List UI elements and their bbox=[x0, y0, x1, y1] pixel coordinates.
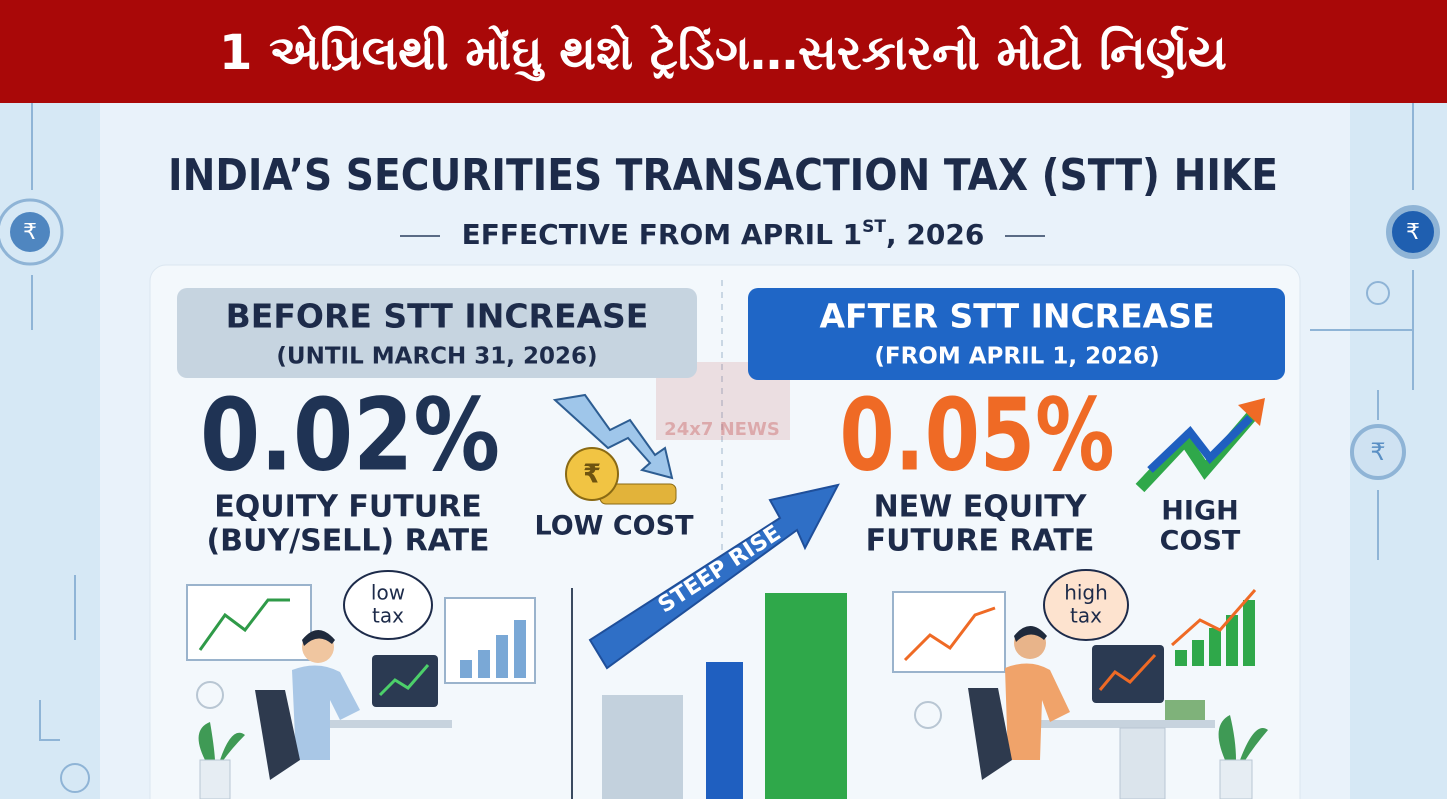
after-rate-label: NEW EQUITY bbox=[874, 490, 1088, 525]
coin-rupee: ₹ bbox=[583, 460, 601, 490]
icon bbox=[1366, 281, 1390, 305]
circuit-right bbox=[1310, 103, 1414, 560]
bar bbox=[496, 635, 508, 678]
speech-bubble bbox=[1043, 569, 1129, 641]
person-body bbox=[1005, 663, 1070, 760]
plant-pot bbox=[199, 759, 231, 799]
down-arrow bbox=[552, 393, 674, 480]
after-heading-box bbox=[748, 288, 1285, 380]
title: INDIA’S SECURITIES TRANSACTION TAX (STT)… bbox=[168, 150, 1278, 201]
bar bbox=[1175, 650, 1187, 666]
after-badge: HIGH bbox=[1161, 496, 1238, 527]
wall-chart-line bbox=[1171, 589, 1257, 647]
rupee: ₹ bbox=[23, 220, 37, 245]
before-heading: BEFORE STT INCREASE bbox=[226, 297, 649, 336]
icon bbox=[1350, 424, 1406, 480]
circuit-lines bbox=[31, 103, 1414, 741]
icon bbox=[1386, 205, 1440, 259]
up-arrow-head bbox=[1238, 398, 1265, 426]
chair bbox=[255, 690, 300, 780]
chart-bar bbox=[765, 593, 847, 799]
steep-rise-arrow bbox=[588, 483, 840, 670]
rupee: ₹ bbox=[1406, 220, 1420, 245]
before-rate: 0.02% bbox=[200, 376, 500, 493]
monitor-line bbox=[378, 664, 430, 697]
before-badge: LOW COST bbox=[534, 511, 694, 542]
desk-drawer bbox=[1119, 727, 1166, 799]
cash-stack bbox=[1165, 700, 1205, 720]
rupee-icons: ₹ ₹ ₹ bbox=[0, 198, 1440, 793]
after-rate-label: FUTURE RATE bbox=[866, 524, 1095, 559]
bar bbox=[1243, 600, 1255, 666]
bubble-text: tax bbox=[372, 604, 404, 628]
rupee: ₹ bbox=[1370, 438, 1385, 466]
subtitle: EFFECTIVE FROM APRIL 1ST, 2026 bbox=[462, 217, 985, 251]
plant-pot bbox=[1219, 759, 1253, 799]
wall-chart-bars bbox=[1175, 600, 1255, 666]
subtitle-part: EFFECTIVE FROM APRIL 1 bbox=[462, 218, 862, 251]
plant bbox=[1218, 715, 1268, 762]
headline-banner bbox=[0, 0, 1447, 103]
icon bbox=[60, 763, 90, 793]
chart-bar bbox=[602, 695, 683, 799]
thought-bubble bbox=[343, 570, 433, 640]
chair bbox=[968, 688, 1012, 780]
desk bbox=[1040, 720, 1215, 728]
bar bbox=[1192, 640, 1204, 666]
bar bbox=[1226, 615, 1238, 666]
before-heading-box bbox=[177, 288, 697, 378]
icon bbox=[10, 212, 50, 252]
bar bbox=[514, 620, 526, 678]
bubble-text: high bbox=[1064, 581, 1108, 605]
wall-chart-line bbox=[903, 606, 996, 662]
coin bbox=[565, 447, 619, 501]
desk bbox=[320, 720, 452, 728]
icon bbox=[196, 681, 224, 709]
bar bbox=[1209, 628, 1221, 666]
monitor bbox=[1092, 645, 1164, 703]
after-period: (FROM APRIL 1, 2026) bbox=[874, 344, 1159, 370]
person-hair bbox=[1014, 626, 1047, 642]
wall-chart bbox=[892, 591, 1006, 673]
person-body bbox=[292, 665, 360, 760]
after-heading: AFTER STT INCREASE bbox=[820, 297, 1215, 336]
wall-chart-line bbox=[198, 598, 290, 651]
subtitle-superscript: ST bbox=[862, 217, 886, 237]
up-arrow-blue bbox=[1147, 415, 1253, 473]
wall-chart-bars bbox=[460, 620, 526, 678]
monitor-line bbox=[1098, 653, 1157, 691]
icon-ring bbox=[0, 198, 64, 266]
monitor bbox=[372, 655, 438, 707]
bar bbox=[460, 660, 472, 678]
circuit-left bbox=[31, 103, 76, 741]
before-rate-label: (BUY/SELL) RATE bbox=[206, 524, 489, 559]
headline: 1 એપ્રિલથી મોંઘુ થશે ટ્રેડિંગ…સરકારનો મો… bbox=[219, 24, 1227, 81]
person-hair bbox=[302, 630, 335, 646]
after-badge: COST bbox=[1160, 526, 1241, 557]
bubble-text: low bbox=[371, 581, 405, 605]
bubble-text: tax bbox=[1070, 604, 1102, 628]
before-period: (UNTIL MARCH 31, 2026) bbox=[276, 344, 597, 370]
subtitle-part: , 2026 bbox=[886, 218, 984, 251]
chart-bar bbox=[706, 662, 743, 799]
bar bbox=[478, 650, 490, 678]
before-rate-label: EQUITY FUTURE bbox=[214, 490, 481, 525]
plant bbox=[198, 722, 245, 762]
icon bbox=[914, 701, 942, 729]
after-rate: 0.05% bbox=[840, 376, 1115, 493]
watermark: 24x7 NEWS bbox=[664, 419, 780, 440]
